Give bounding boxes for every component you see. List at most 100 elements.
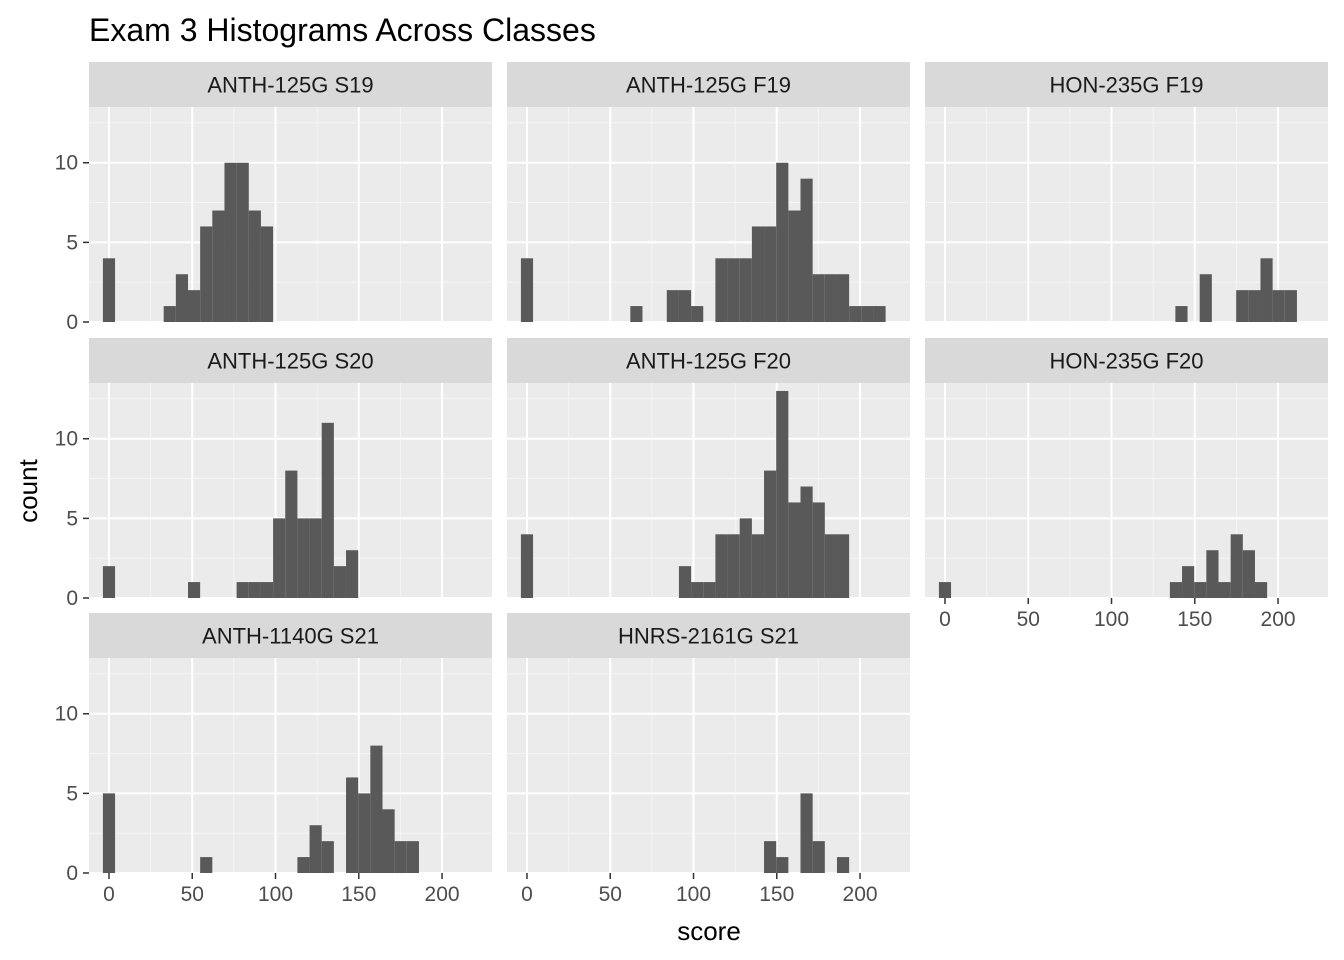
facet-panel-hon-235g-f20: HON-235G F20 <box>925 338 1328 599</box>
histogram-bar <box>1254 582 1268 598</box>
x-tick-label: 0 <box>939 608 951 631</box>
histogram-bar <box>776 390 789 598</box>
y-tick-label: 0 <box>66 587 78 610</box>
histogram-bar <box>285 470 298 598</box>
y-tick-label: 0 <box>66 862 78 885</box>
facet-strip <box>925 338 1328 383</box>
histogram-bar <box>260 582 274 598</box>
histogram-bar <box>715 534 728 598</box>
histogram-bar <box>236 582 249 598</box>
histogram-bar <box>382 809 395 873</box>
y-tick-label: 5 <box>66 782 78 805</box>
x-tick-label: 200 <box>843 883 878 906</box>
histogram-bar <box>1199 274 1212 322</box>
histogram-bar <box>321 422 334 598</box>
facet-strip-label: HON-235G F20 <box>1049 349 1203 374</box>
histogram-bar <box>715 258 728 322</box>
x-tick-label: 200 <box>1261 608 1296 631</box>
x-tick-label: 50 <box>1017 608 1040 631</box>
y-tick-label: 10 <box>55 152 78 175</box>
facet-strip <box>507 613 910 658</box>
histogram-bar <box>788 210 801 322</box>
histogram-bar <box>703 582 716 598</box>
histogram-bar <box>212 210 225 322</box>
x-tick-label: 200 <box>425 883 460 906</box>
histogram-bar <box>824 534 837 598</box>
histogram-bar <box>102 258 116 322</box>
histogram-bar <box>297 518 310 598</box>
histogram-bar <box>812 841 825 873</box>
histogram-bar <box>1218 582 1231 598</box>
y-tick-label: 10 <box>55 703 78 726</box>
facet-strip <box>507 338 910 383</box>
y-tick-label: 5 <box>66 231 78 254</box>
histogram-bar <box>520 258 534 322</box>
histogram-bar <box>666 290 679 322</box>
histogram-bar <box>309 825 322 873</box>
histogram-bar <box>812 502 825 598</box>
chart-title: Exam 3 Histograms Across Classes <box>89 12 596 48</box>
histogram-bar <box>751 534 765 598</box>
x-tick-label: 100 <box>676 883 711 906</box>
histogram-bar <box>1169 582 1183 598</box>
histogram-bar <box>188 582 201 598</box>
histogram-bar <box>1242 550 1255 598</box>
histogram-bar <box>776 857 789 873</box>
facet-panel-anth-125g-f20: ANTH-125G F20 <box>507 338 910 599</box>
histogram-bar <box>102 793 116 873</box>
histogram-bar <box>260 226 274 322</box>
histogram-bar <box>691 306 704 322</box>
facet-strip-label: ANTH-125G S19 <box>207 73 373 98</box>
histogram-bar <box>1284 290 1297 322</box>
x-tick-label: 0 <box>103 883 115 906</box>
histogram-bar <box>691 582 704 598</box>
histogram-bar <box>630 306 643 322</box>
histogram-bar <box>346 550 359 598</box>
histogram-bar <box>727 534 740 598</box>
facet-strip-label: ANTH-125G F19 <box>626 73 791 98</box>
x-tick-label: 0 <box>521 883 533 906</box>
histogram-bar <box>788 502 801 598</box>
histogram-bar <box>1272 290 1285 322</box>
histogram-bar <box>1175 306 1188 322</box>
histogram-bar <box>764 470 777 598</box>
histogram-bar <box>163 306 176 322</box>
facet-strip <box>89 338 492 383</box>
facet-strip-label: ANTH-125G F20 <box>626 349 791 374</box>
facet-strip-label: ANTH-1140G S21 <box>202 624 379 649</box>
histogram-bar <box>873 306 886 322</box>
x-tick-label: 150 <box>759 883 794 906</box>
histogram-bar <box>824 274 837 322</box>
facet-panel-anth-1140g-s21: ANTH-1140G S21 <box>89 613 492 874</box>
histogram-bar <box>678 290 692 322</box>
facet-strip <box>89 62 492 107</box>
facet-panel-hnrs-2161g-s21: HNRS-2161G S21 <box>507 613 910 874</box>
histogram-bar <box>1182 566 1195 598</box>
histogram-bar <box>739 518 752 598</box>
panel-background <box>507 658 910 873</box>
facet-strip-label: ANTH-125G S20 <box>207 349 373 374</box>
histogram-bar <box>358 793 371 873</box>
histogram-bar <box>102 566 116 598</box>
histogram-bar <box>800 178 813 322</box>
histogram-bar <box>1206 550 1219 598</box>
histogram-bar <box>224 162 237 322</box>
histogram-bar <box>248 582 261 598</box>
histogram-bar <box>236 162 249 322</box>
histogram-bar <box>727 258 740 322</box>
facet-panel-anth-125g-f19: ANTH-125G F19 <box>507 62 910 323</box>
panel-background <box>89 107 492 322</box>
histogram-bar <box>1248 290 1261 322</box>
histogram-bar <box>764 841 777 873</box>
histogram-bar <box>273 518 286 598</box>
histogram-bar <box>751 226 765 322</box>
facet-panels: ANTH-125G S19 ANTH-125G F19 HON-235G F19 AN… <box>89 62 1328 874</box>
histogram-bar <box>861 306 874 322</box>
panel-background <box>507 107 910 322</box>
histogram-bar <box>678 566 692 598</box>
histogram-bar <box>309 518 322 598</box>
histogram-bar <box>188 290 201 322</box>
histogram-bar <box>321 841 334 873</box>
